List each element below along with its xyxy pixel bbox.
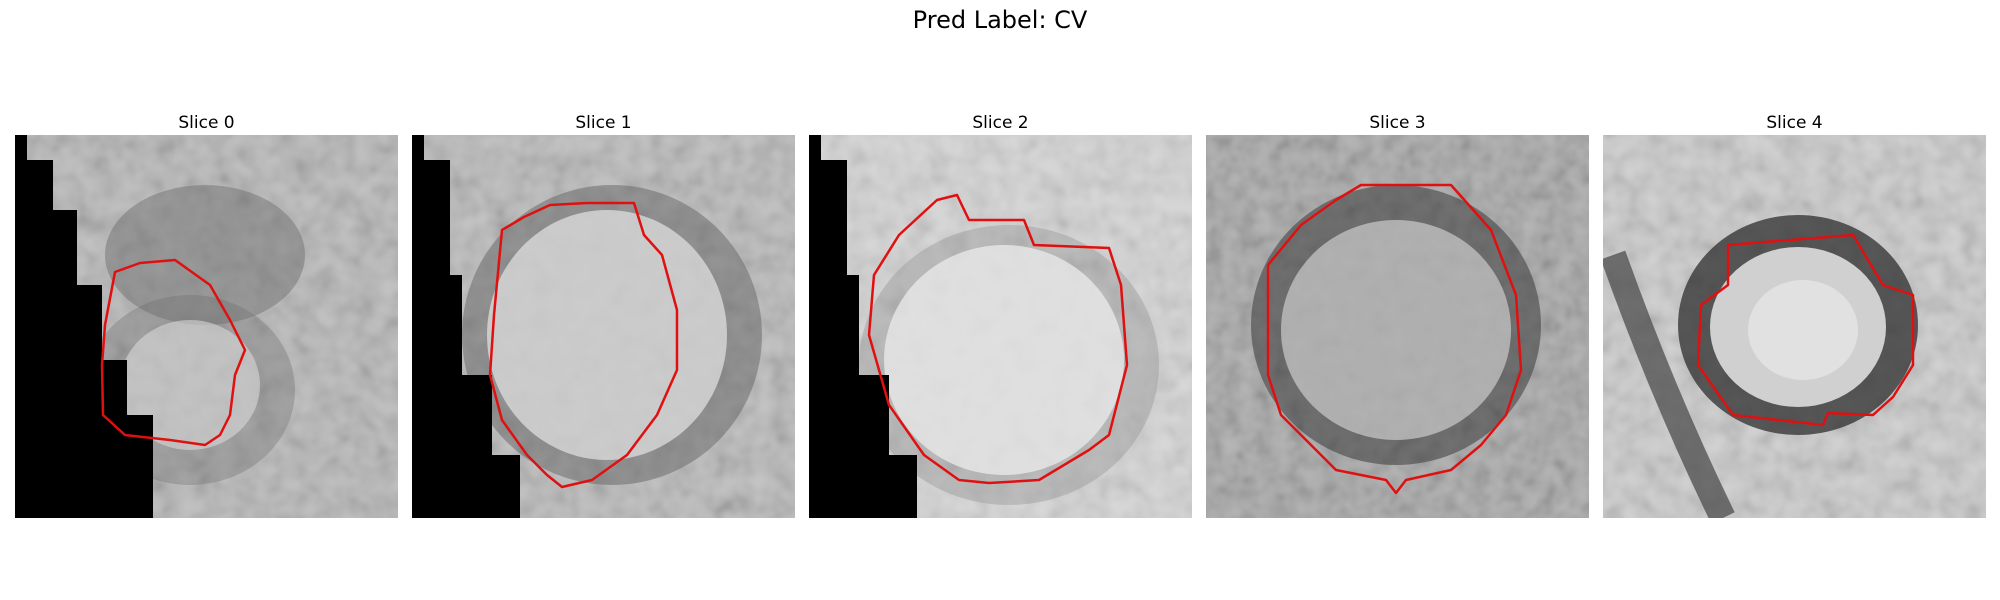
slice-image-2 bbox=[809, 135, 1192, 518]
black-mask-region bbox=[412, 135, 520, 518]
black-mask-region bbox=[809, 135, 917, 518]
slice-panel-4: Slice 4 bbox=[1603, 113, 1986, 523]
figure-title: Pred Label: CV bbox=[912, 6, 1088, 34]
slice-title: Slice 0 bbox=[178, 113, 235, 133]
slice-image-3 bbox=[1206, 135, 1589, 518]
black-mask-region bbox=[15, 135, 153, 518]
contour-line bbox=[100, 258, 247, 447]
slice-image-4 bbox=[1603, 135, 1986, 518]
slice-image-1 bbox=[412, 135, 795, 518]
slice-title: Slice 2 bbox=[972, 113, 1029, 133]
slice-image-0 bbox=[15, 135, 398, 518]
slice-panel-0: Slice 0 bbox=[15, 113, 398, 523]
slice-title: Slice 1 bbox=[575, 113, 632, 133]
slice-panel-3: Slice 3 bbox=[1206, 113, 1589, 523]
slice-panel-1: Slice 1 bbox=[412, 113, 795, 523]
contour-line bbox=[1696, 233, 1915, 427]
contour-line bbox=[488, 201, 679, 489]
contour-line bbox=[867, 193, 1129, 485]
slice-title: Slice 3 bbox=[1369, 113, 1426, 133]
contour-line bbox=[1266, 183, 1523, 495]
slice-panel-2: Slice 2 bbox=[809, 113, 1192, 523]
slice-title: Slice 4 bbox=[1766, 113, 1823, 133]
